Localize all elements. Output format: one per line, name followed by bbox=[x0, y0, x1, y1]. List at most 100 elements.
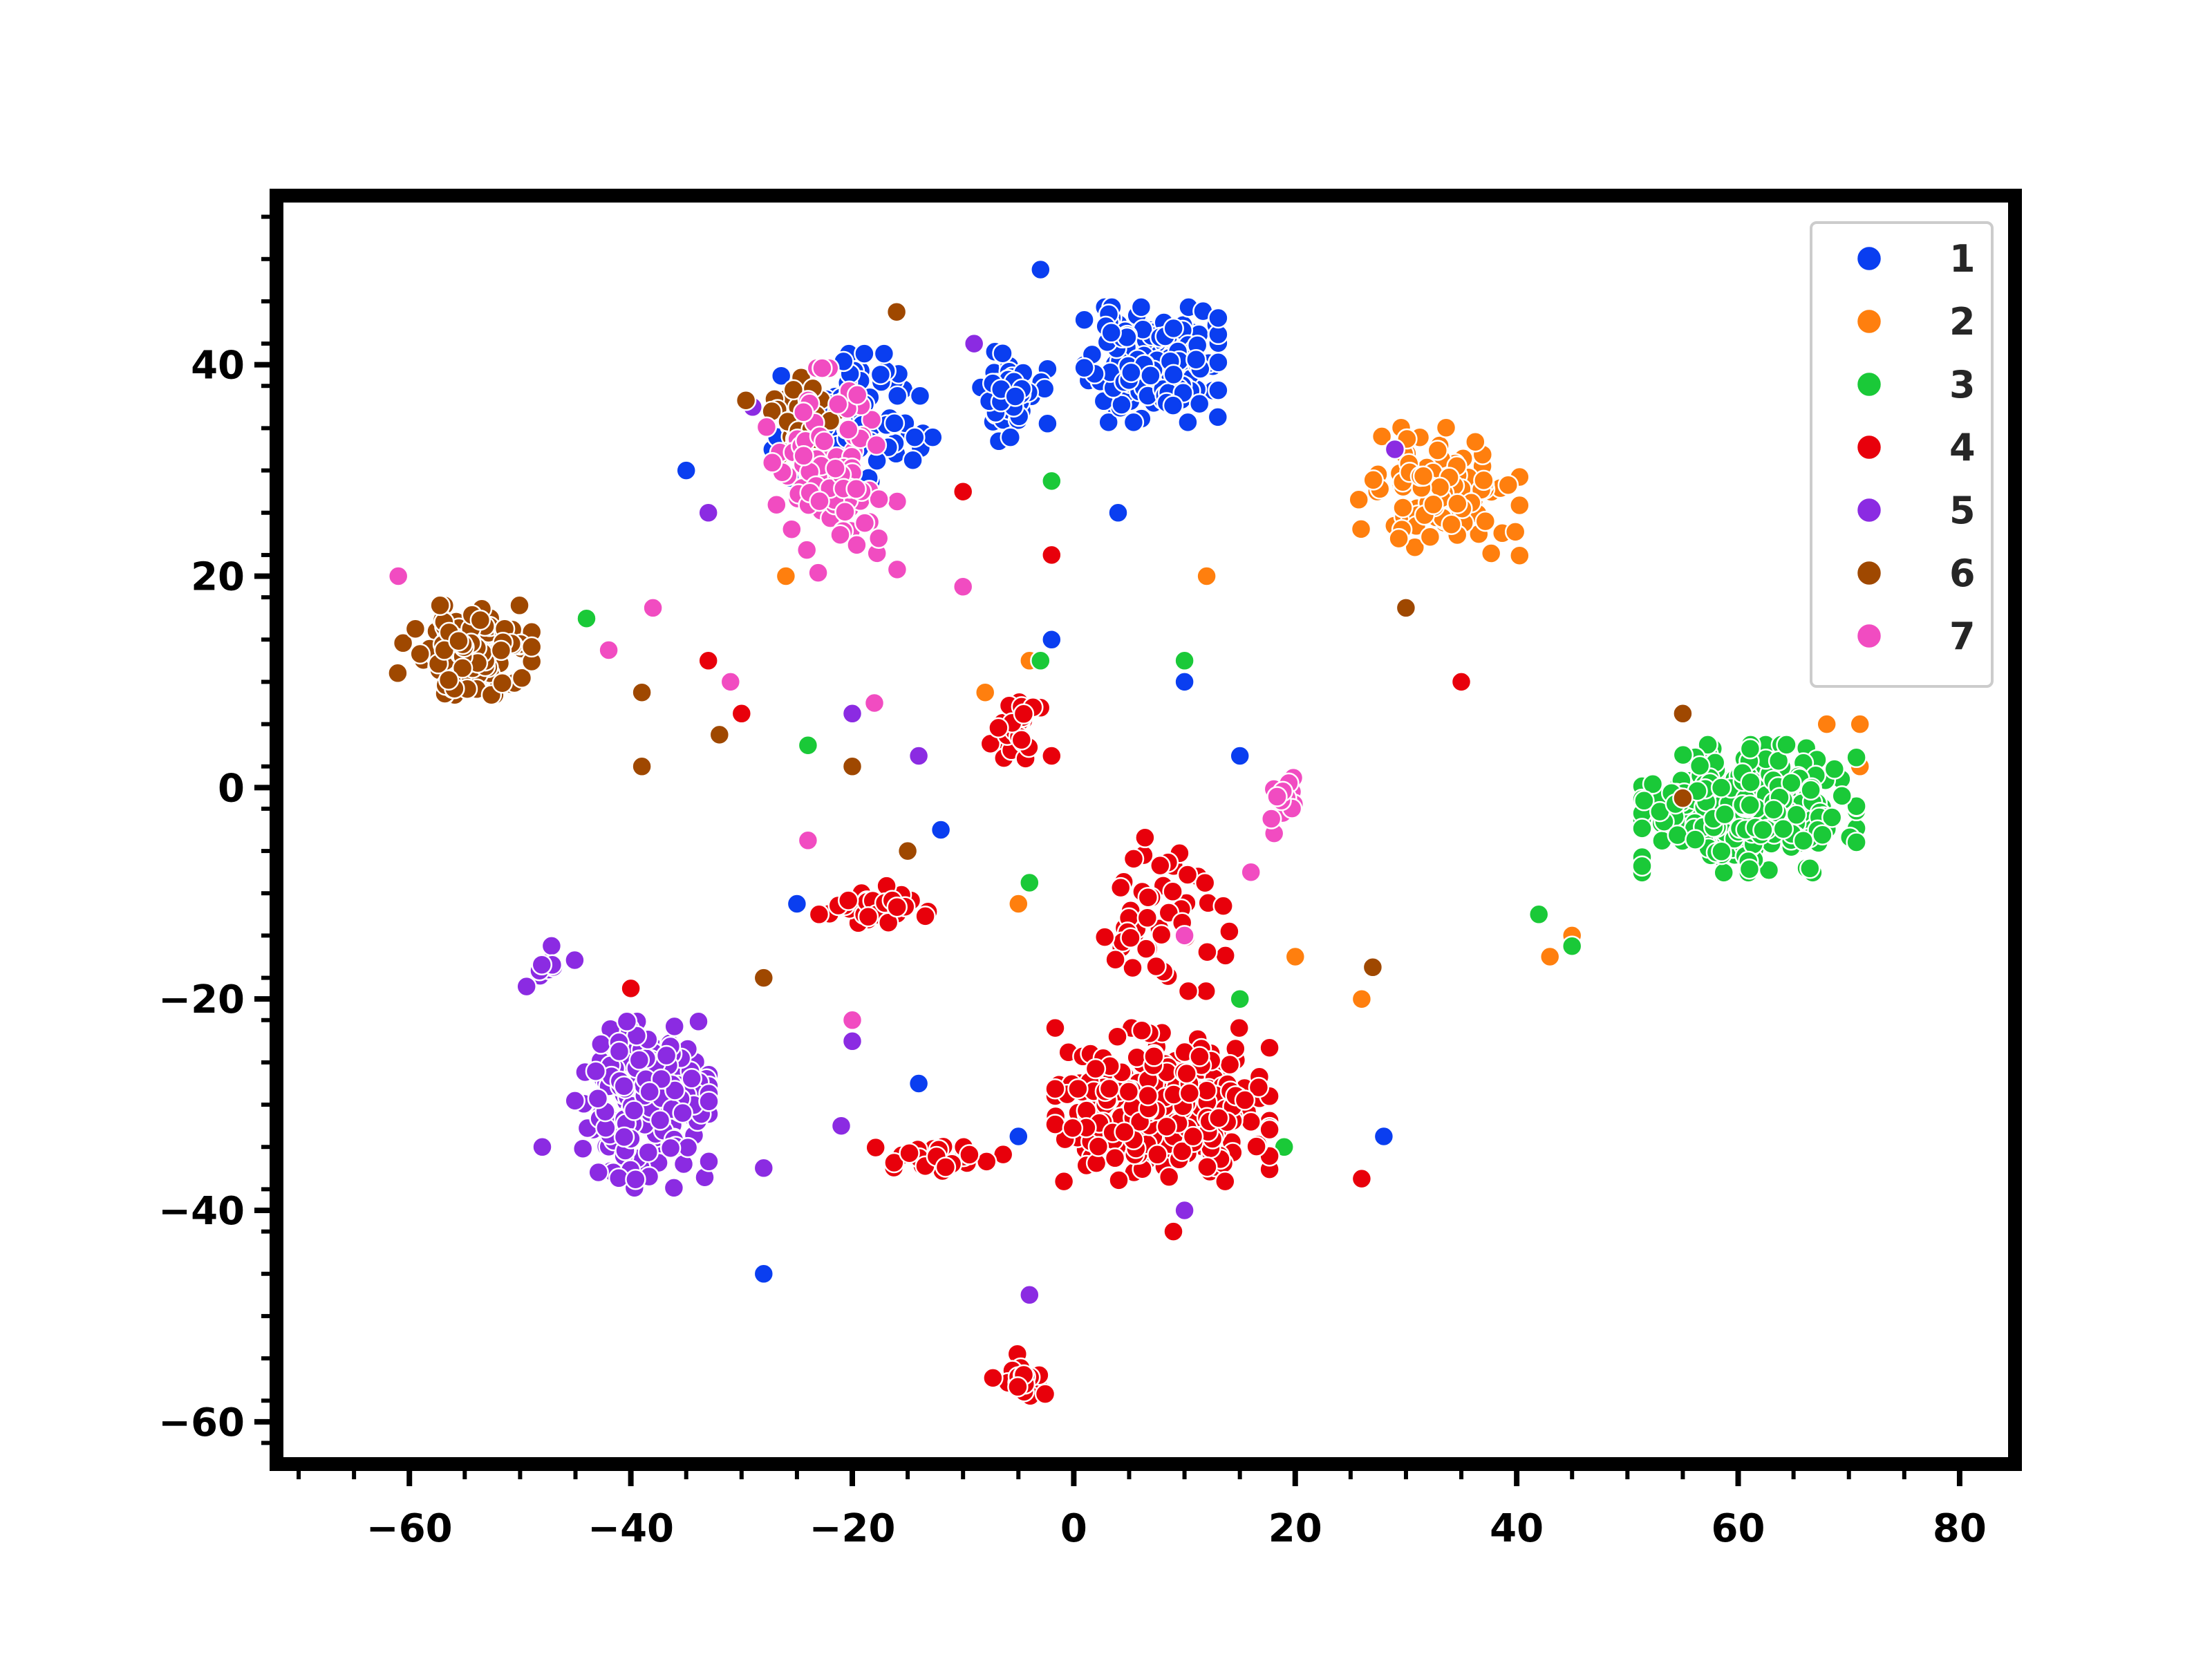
data-point bbox=[675, 460, 697, 481]
data-point bbox=[841, 1031, 863, 1052]
data-point bbox=[886, 491, 908, 512]
data-point bbox=[1041, 629, 1062, 650]
data-point bbox=[1011, 729, 1033, 751]
legend: 1 2 3 4 5 6 7 bbox=[1810, 221, 1994, 688]
x-tick-label: 80 bbox=[1933, 1506, 1987, 1551]
data-point bbox=[451, 657, 474, 679]
data-point bbox=[1207, 406, 1229, 428]
data-point bbox=[387, 565, 409, 587]
data-point bbox=[1800, 779, 1821, 801]
data-point bbox=[664, 1080, 686, 1101]
data-point bbox=[1412, 465, 1434, 487]
data-point bbox=[598, 639, 619, 661]
data-point bbox=[1174, 1199, 1195, 1221]
legend-marker bbox=[1855, 245, 1883, 272]
data-point bbox=[1037, 413, 1058, 435]
data-point bbox=[1450, 671, 1472, 693]
data-point bbox=[1053, 1170, 1075, 1192]
data-point bbox=[1539, 946, 1561, 968]
data-point bbox=[1772, 818, 1794, 840]
series-5 bbox=[516, 332, 1406, 1306]
data-point bbox=[935, 1156, 957, 1178]
data-point bbox=[930, 819, 952, 841]
data-point bbox=[1174, 925, 1195, 946]
data-point bbox=[1150, 854, 1171, 877]
data-point bbox=[572, 1138, 594, 1159]
data-point bbox=[735, 389, 757, 411]
data-point bbox=[1094, 926, 1116, 948]
data-point bbox=[1118, 1081, 1140, 1103]
series-7 bbox=[387, 357, 1305, 1031]
data-point bbox=[1123, 411, 1145, 433]
data-point bbox=[1229, 988, 1250, 1010]
axes-frame bbox=[270, 189, 2022, 1471]
legend-label: 7 bbox=[1949, 615, 1976, 658]
data-point bbox=[1350, 518, 1372, 540]
data-point bbox=[1212, 895, 1234, 917]
data-point bbox=[1108, 1170, 1130, 1191]
data-point bbox=[1473, 469, 1494, 491]
data-point bbox=[409, 643, 431, 665]
data-point bbox=[841, 756, 863, 778]
data-point bbox=[532, 1136, 553, 1158]
data-point bbox=[1044, 1114, 1066, 1135]
data-point bbox=[863, 692, 885, 714]
data-point bbox=[793, 445, 814, 467]
data-point bbox=[1435, 417, 1457, 438]
data-point bbox=[873, 343, 895, 364]
data-point bbox=[731, 703, 753, 724]
data-point bbox=[1171, 1141, 1193, 1162]
data-point bbox=[404, 618, 427, 639]
data-point bbox=[697, 650, 719, 672]
data-point bbox=[1123, 848, 1145, 870]
axes-layer: −60 −40 −20 0 20 40 60 80 −60 −40 −20 0 20 40 bbox=[158, 189, 2022, 1551]
data-point bbox=[870, 364, 892, 386]
data-point bbox=[1177, 980, 1199, 1002]
data-point bbox=[1240, 861, 1262, 883]
data-point bbox=[631, 682, 653, 703]
data-point bbox=[793, 402, 814, 423]
data-point bbox=[1189, 1046, 1210, 1067]
legend-marker bbox=[1855, 622, 1883, 650]
data-point bbox=[1179, 1082, 1201, 1104]
data-point bbox=[808, 903, 830, 926]
data-point bbox=[959, 1144, 980, 1165]
data-point bbox=[1824, 758, 1846, 780]
data-point bbox=[541, 935, 563, 957]
data-point bbox=[1228, 1017, 1250, 1039]
y-tick-label: 20 bbox=[191, 555, 245, 600]
legend-label: 1 bbox=[1949, 237, 1976, 281]
data-point bbox=[1163, 1221, 1184, 1242]
data-point bbox=[1362, 957, 1384, 978]
data-point bbox=[883, 413, 906, 434]
data-point bbox=[392, 632, 414, 654]
data-point bbox=[952, 576, 974, 598]
data-point bbox=[1197, 941, 1218, 963]
data-point bbox=[1121, 362, 1142, 384]
data-point bbox=[1348, 489, 1369, 511]
data-point bbox=[908, 1073, 930, 1094]
data-point bbox=[837, 890, 859, 911]
data-point bbox=[1194, 872, 1216, 894]
series-2 bbox=[775, 417, 1871, 1010]
data-point bbox=[1260, 808, 1282, 830]
x-tick-label: 0 bbox=[1060, 1506, 1087, 1551]
data-point bbox=[564, 949, 585, 971]
data-point bbox=[897, 840, 919, 862]
data-point bbox=[448, 630, 469, 652]
data-point bbox=[1135, 938, 1157, 959]
data-point bbox=[902, 449, 924, 471]
data-point bbox=[1792, 830, 1815, 852]
data-point bbox=[1177, 411, 1199, 433]
points-layer bbox=[387, 259, 1871, 1407]
data-point bbox=[1404, 536, 1426, 558]
data-point bbox=[841, 1009, 863, 1031]
data-point bbox=[1246, 1136, 1267, 1157]
data-point bbox=[797, 830, 819, 852]
data-point bbox=[1351, 988, 1373, 1010]
data-point bbox=[625, 1168, 646, 1190]
data-point bbox=[904, 427, 926, 448]
data-point bbox=[490, 639, 512, 662]
data-point bbox=[1259, 1118, 1280, 1141]
data-point bbox=[1197, 1156, 1218, 1178]
